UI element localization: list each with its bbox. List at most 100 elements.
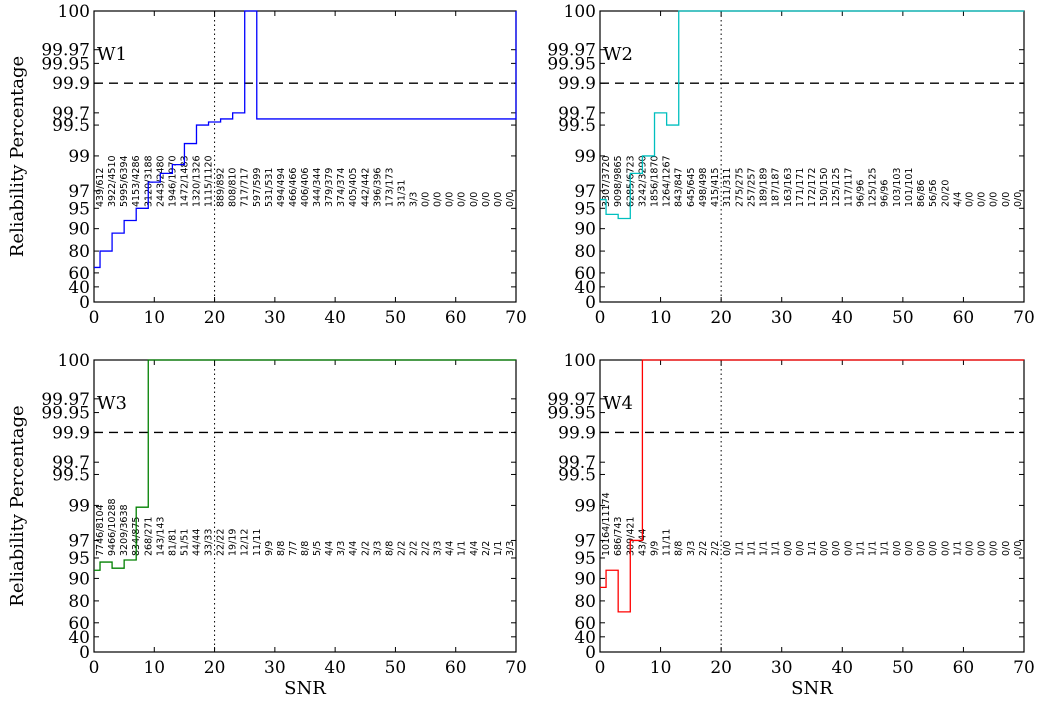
count-label: 0/0 xyxy=(795,541,806,556)
y-tick-label: 99.95 xyxy=(41,404,90,424)
count-label: 494/494 xyxy=(276,168,287,207)
count-label: 0/0 xyxy=(964,192,975,207)
count-label: 7746/8104 xyxy=(95,504,106,556)
count-label: 4/4 xyxy=(348,541,359,556)
count-label: 12/12 xyxy=(240,529,251,556)
count-label: 5/5 xyxy=(312,541,323,556)
count-label: 1/1 xyxy=(868,541,879,556)
x-tick-label: 0 xyxy=(89,308,100,328)
count-label: 173/173 xyxy=(384,168,395,207)
count-label: 1/1 xyxy=(807,541,818,556)
count-label: 0/0 xyxy=(940,541,951,556)
x-tick-label: 0 xyxy=(89,658,100,678)
x-tick-label: 10 xyxy=(650,658,672,678)
count-label: 4153/4286 xyxy=(131,155,142,207)
x-tick-label: 40 xyxy=(324,308,346,328)
y-tick-label: 40 xyxy=(68,628,90,648)
count-label: 150/150 xyxy=(819,168,830,207)
count-label: 531/531 xyxy=(264,168,275,207)
y-tick-label: 97 xyxy=(574,182,596,202)
y-tick-label: 100 xyxy=(564,351,596,371)
x-tick-label: 50 xyxy=(892,658,914,678)
count-label: 379/379 xyxy=(324,168,335,207)
count-label: 19/19 xyxy=(228,529,239,556)
count-label: 1320/1326 xyxy=(191,155,202,207)
count-label: 0/0 xyxy=(916,541,927,556)
count-label: 889/892 xyxy=(216,168,227,207)
y-tick-label: 80 xyxy=(68,592,90,612)
count-label: 1115/1120 xyxy=(204,155,215,207)
x-tick-label: 50 xyxy=(385,658,407,678)
count-label: 1946/1970 xyxy=(167,155,178,207)
y-tick-label: 95 xyxy=(68,199,90,219)
count-label: 4/4 xyxy=(324,541,335,556)
count-label: 2/2 xyxy=(396,541,407,556)
series-line xyxy=(600,359,1024,613)
plot-frame xyxy=(93,10,517,303)
count-label: 466/466 xyxy=(288,168,299,207)
count-label: 597/599 xyxy=(252,168,263,207)
count-label: 0/0 xyxy=(1013,192,1024,207)
count-label: 0/0 xyxy=(843,541,854,556)
y-axis-title: Reliability Percentage xyxy=(7,405,28,606)
count-label: 0/0 xyxy=(722,541,733,556)
count-label: 0/0 xyxy=(481,192,492,207)
y-tick-label: 99.95 xyxy=(547,54,596,74)
count-label: 163/163 xyxy=(783,168,794,207)
count-label: 8/8 xyxy=(276,541,287,556)
y-tick-label: 40 xyxy=(574,278,596,298)
y-tick-label: 80 xyxy=(574,592,596,612)
y-tick-label: 0 xyxy=(585,643,596,663)
y-tick-label: 99.9 xyxy=(52,423,90,443)
count-label: 406/406 xyxy=(300,168,311,207)
count-label: 309/421 xyxy=(625,517,636,556)
count-label: 0/0 xyxy=(977,192,988,207)
x-tick-label: 10 xyxy=(143,658,165,678)
count-label: 117/117 xyxy=(843,168,854,207)
count-label: 101/101 xyxy=(904,168,915,207)
count-label: 808/810 xyxy=(228,168,239,207)
y-tick-label: 99.95 xyxy=(41,54,90,74)
count-label: 4/4 xyxy=(445,541,456,556)
y-tick-label: 97 xyxy=(574,531,596,551)
count-label: 415/415 xyxy=(710,168,721,207)
y-tick-label: 40 xyxy=(574,628,596,648)
y-tick-label: 40 xyxy=(68,278,90,298)
count-label: 0/0 xyxy=(892,541,903,556)
panel-title: W3 xyxy=(97,393,127,414)
x-tick-label: 60 xyxy=(953,308,975,328)
count-label: 11/11 xyxy=(662,529,673,556)
count-label: 0/0 xyxy=(783,541,794,556)
count-label: 1/1 xyxy=(771,541,782,556)
y-tick-label: 95 xyxy=(68,549,90,569)
count-label: 2/2 xyxy=(409,541,420,556)
count-label: 396/396 xyxy=(372,168,383,207)
count-label: 0/0 xyxy=(904,541,915,556)
count-label: 3/3 xyxy=(686,541,697,556)
y-tick-label: 99.7 xyxy=(558,453,596,473)
y-tick-label: 99.97 xyxy=(547,41,596,61)
count-label: 645/645 xyxy=(686,168,697,207)
count-label: 442/442 xyxy=(360,168,371,207)
count-label: 275/275 xyxy=(734,168,745,207)
y-tick-label: 80 xyxy=(574,242,596,262)
x-tick-label: 70 xyxy=(1013,308,1035,328)
count-label: 11/11 xyxy=(252,529,263,556)
count-label: 686/743 xyxy=(613,517,624,556)
y-tick-label: 0 xyxy=(79,643,90,663)
y-tick-label: 100 xyxy=(564,2,596,22)
x-tick-label: 70 xyxy=(1013,658,1035,678)
count-label: 374/374 xyxy=(336,168,347,207)
count-label: 1/1 xyxy=(734,541,745,556)
y-tick-label: 99.97 xyxy=(547,390,596,410)
count-label: 43/44 xyxy=(637,529,648,556)
count-label: 51/51 xyxy=(179,529,190,556)
series-line xyxy=(600,10,1024,220)
count-label: 0/0 xyxy=(421,192,432,207)
count-label: 0/0 xyxy=(989,541,1000,556)
count-label: 125/125 xyxy=(831,168,842,207)
y-tick-label: 99.95 xyxy=(547,404,596,424)
y-tick-label: 0 xyxy=(79,293,90,313)
y-tick-label: 99.7 xyxy=(558,104,596,124)
